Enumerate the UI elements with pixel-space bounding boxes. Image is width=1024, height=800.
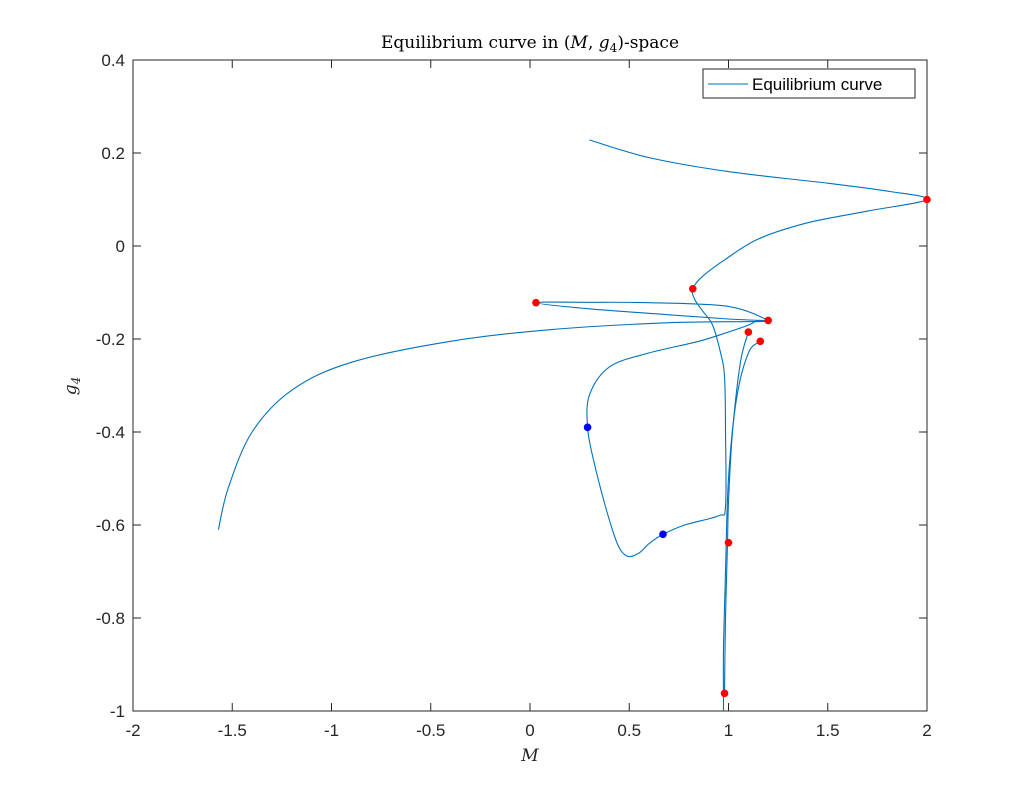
y-tick-label: -0.6 [96, 516, 125, 535]
legend-label: Equilibrium curve [752, 75, 882, 94]
y-tick-label: -0.4 [96, 423, 125, 442]
series-layer [217, 139, 928, 712]
x-tick-label: -2 [125, 721, 140, 740]
equilibrium-curve-branch-2 [723, 331, 749, 693]
special-point-3 [764, 316, 772, 325]
x-tick-label: 0.5 [617, 721, 641, 740]
axis-ticks: -2 -1.5 -1 -0.5 0 0.5 1 1.5 2 -1 -0.8 -0.6 -0.4 -0.2 0… [96, 51, 932, 740]
special-points-layer [532, 195, 931, 698]
special-point-1 [688, 284, 697, 293]
special-point-0 [923, 195, 931, 204]
special-point-7 [659, 530, 667, 539]
x-axis-label: M [520, 746, 539, 766]
x-tick-label: 1 [724, 721, 733, 740]
x-tick-label: 1.5 [816, 721, 840, 740]
chart-title: Equilibrium curve in (M, g4)-space [381, 33, 679, 55]
special-point-5 [756, 337, 765, 346]
special-point-2 [532, 298, 540, 307]
equilibrium-curve-branch-1 [722, 340, 761, 712]
special-point-9 [720, 689, 729, 698]
y-tick-label: -0.8 [96, 609, 125, 628]
x-tick-label: -0.5 [416, 721, 445, 740]
y-tick-label: -0.2 [96, 330, 125, 349]
legend: Equilibrium curve [702, 68, 916, 99]
x-tick-label: -1 [324, 721, 339, 740]
x-tick-label: 2 [922, 721, 931, 740]
y-tick-label: -1 [110, 702, 125, 721]
special-point-8 [724, 538, 733, 547]
x-tick-label: -1.5 [218, 721, 247, 740]
y-tick-label: 0 [116, 237, 125, 256]
plot-area [132, 59, 928, 712]
special-point-6 [583, 423, 592, 432]
x-tick-label: 0 [525, 721, 534, 740]
equilibrium-curve-branch-0 [217, 139, 928, 558]
y-tick-label: 0.2 [101, 144, 125, 163]
y-tick-label: 0.4 [101, 51, 125, 70]
special-point-4 [744, 328, 753, 336]
